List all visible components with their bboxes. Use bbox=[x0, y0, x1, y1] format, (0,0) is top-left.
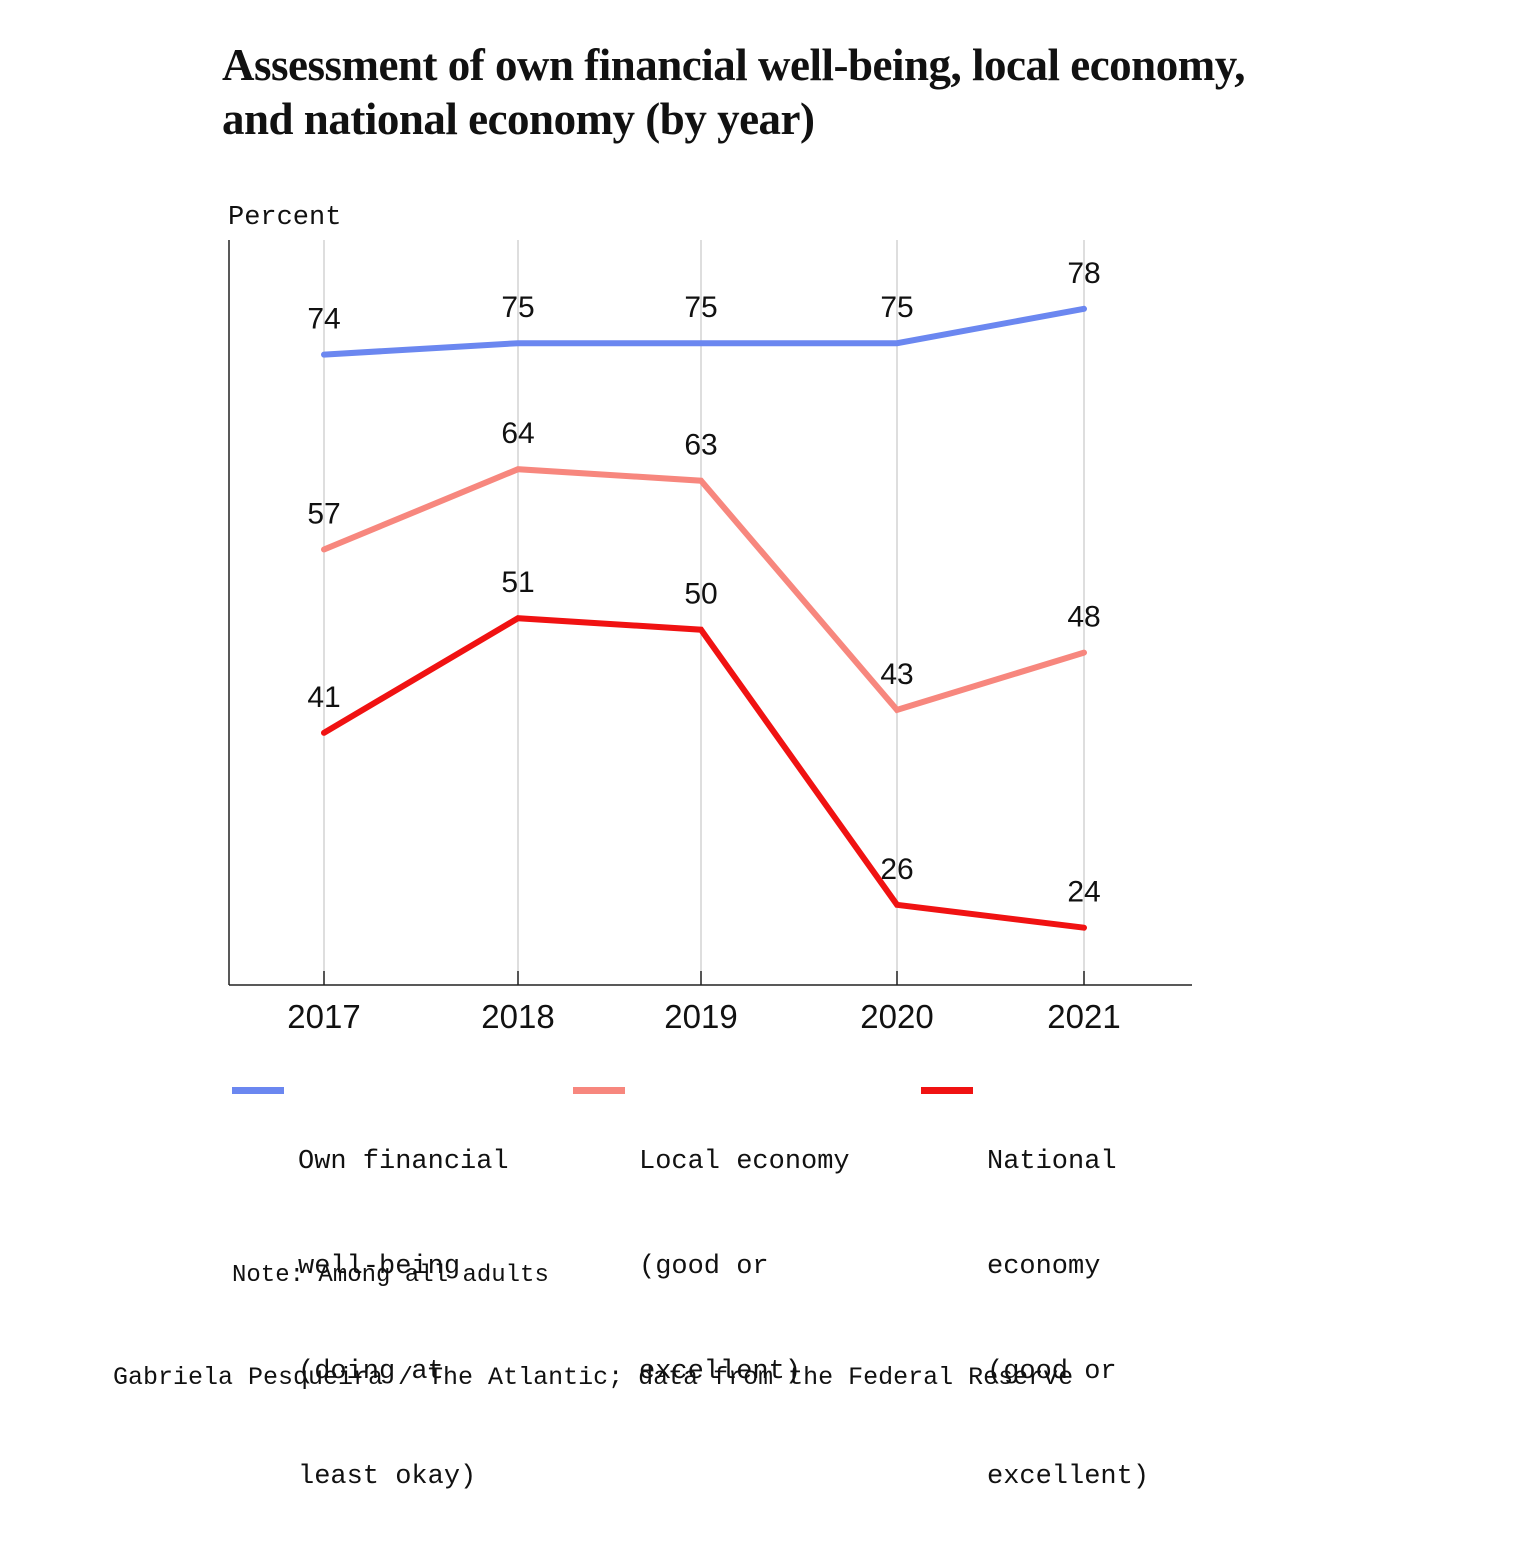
legend-line: excellent) bbox=[639, 1357, 802, 1387]
legend-line: economy bbox=[987, 1252, 1101, 1282]
legend-label-local-economy: Local economy (good or excellent) bbox=[639, 1075, 850, 1460]
data-label-own-financial-2017: 74 bbox=[307, 303, 340, 336]
legend-swatch-local-economy bbox=[573, 1087, 625, 1094]
data-label-national-economy-2019: 50 bbox=[684, 578, 717, 611]
legend-line: excellent) bbox=[987, 1462, 1150, 1492]
legend-line: well-being bbox=[298, 1252, 461, 1282]
legend-line: Own financial bbox=[298, 1147, 509, 1177]
legend-line: (good or bbox=[639, 1252, 769, 1282]
series-line-local-economy bbox=[321, 466, 1087, 714]
data-label-local-economy-2021: 48 bbox=[1067, 601, 1100, 634]
legend-line: Local economy bbox=[639, 1147, 850, 1177]
legend-line: least okay) bbox=[298, 1462, 477, 1492]
x-axis-ticks: 2017 2018 2019 2020 2021 bbox=[287, 971, 1121, 1035]
legend-line: (doing at bbox=[298, 1357, 444, 1387]
grid-lines bbox=[323, 240, 1085, 985]
data-label-local-economy-2017: 57 bbox=[307, 498, 340, 531]
legend-swatch-own-financial bbox=[232, 1087, 284, 1094]
legend-swatch-national-economy bbox=[921, 1087, 973, 1094]
series-line-national-economy bbox=[321, 615, 1087, 931]
data-label-own-financial-2020: 75 bbox=[880, 291, 913, 324]
x-tick-label-2017: 2017 bbox=[287, 998, 360, 1035]
data-label-national-economy-2020: 26 bbox=[880, 853, 913, 886]
x-tick-label-2018: 2018 bbox=[481, 998, 554, 1035]
legend-line: (good or bbox=[987, 1357, 1117, 1387]
chart-title-line-2: and national economy (by year) bbox=[222, 94, 815, 144]
data-label-own-financial-2018: 75 bbox=[501, 291, 534, 324]
legend-line: National bbox=[987, 1147, 1117, 1177]
chart-title: Assessment of own financial well-being, … bbox=[222, 38, 1382, 146]
data-label-local-economy-2020: 43 bbox=[880, 658, 913, 691]
x-tick-label-2019: 2019 bbox=[664, 998, 737, 1035]
series-lines bbox=[321, 305, 1087, 931]
chart-title-line-1: Assessment of own financial well-being, … bbox=[222, 40, 1245, 90]
series-line-own-financial bbox=[321, 305, 1087, 358]
data-label-own-financial-2019: 75 bbox=[684, 291, 717, 324]
line-chart: Percent 2017 2018 2019 2020 2021 74 75 75 75 78 5… bbox=[228, 203, 1192, 1035]
x-tick-label-2021: 2021 bbox=[1047, 998, 1120, 1035]
data-label-national-economy-2017: 41 bbox=[307, 681, 340, 714]
data-label-own-financial-2021: 78 bbox=[1067, 257, 1100, 290]
data-label-local-economy-2019: 63 bbox=[684, 429, 717, 462]
data-label-local-economy-2018: 64 bbox=[501, 417, 534, 450]
x-tick-label-2020: 2020 bbox=[860, 998, 933, 1035]
legend-label-own-financial: Own financial well-being (doing at least… bbox=[298, 1075, 509, 1565]
y-axis-label: Percent bbox=[228, 203, 341, 233]
data-labels: 74 75 75 75 78 57 64 63 43 48 41 51 50 26 24 bbox=[307, 257, 1100, 909]
data-label-national-economy-2021: 24 bbox=[1067, 876, 1100, 909]
legend-label-national-economy: National economy (good or excellent) bbox=[987, 1075, 1149, 1565]
chart-credit: Gabriela Pesqueira / The Atlantic; data … bbox=[113, 1363, 1074, 1392]
chart-note: Note: Among all adults bbox=[232, 1262, 549, 1289]
data-label-national-economy-2018: 51 bbox=[501, 566, 534, 599]
